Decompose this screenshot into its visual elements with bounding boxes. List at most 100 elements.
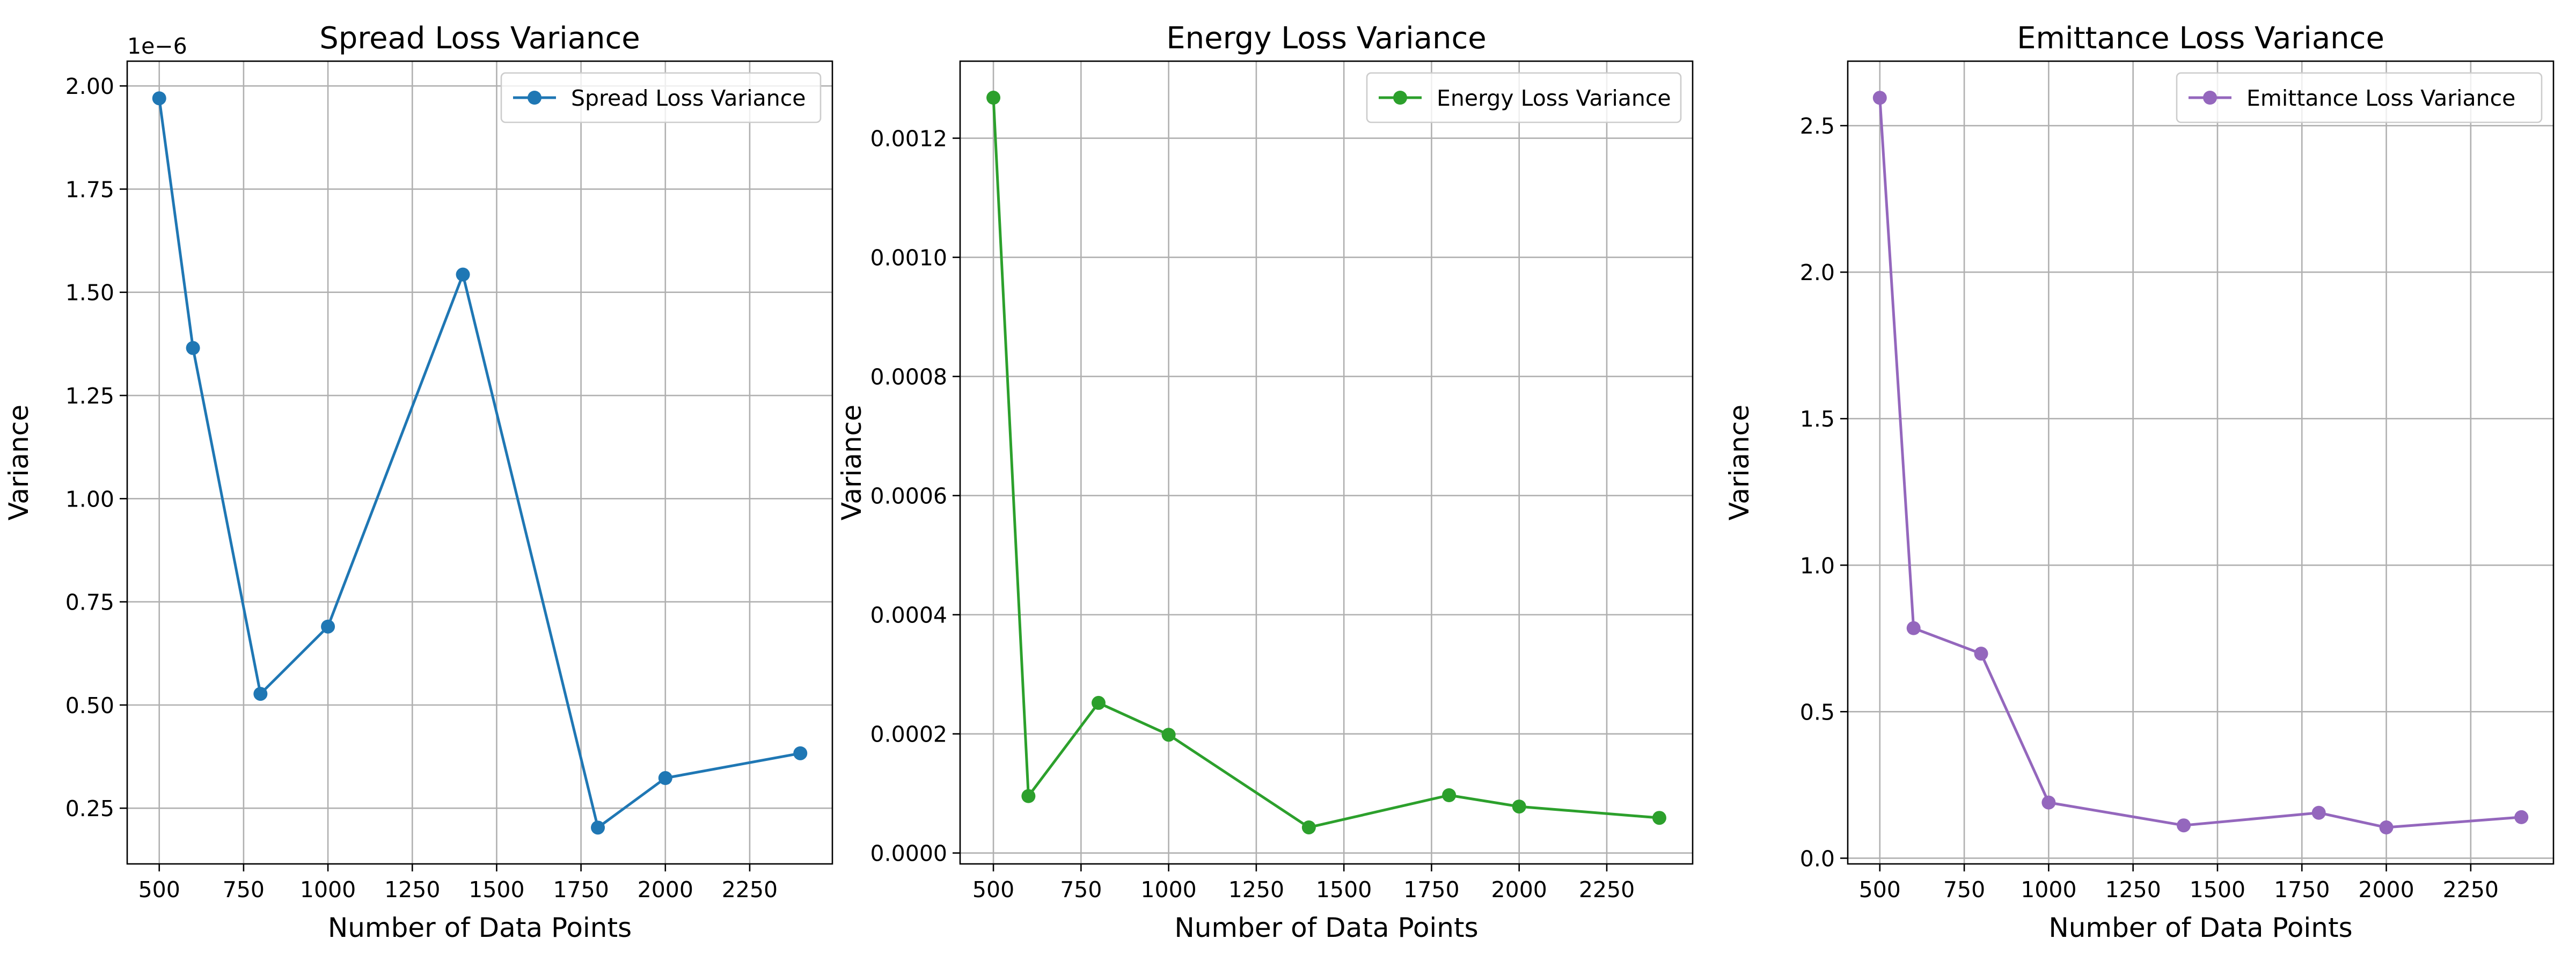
x-tick-label: 750 bbox=[1943, 877, 1985, 903]
legend: Emittance Loss Variance bbox=[2176, 72, 2543, 123]
x-tick-label: 1250 bbox=[2105, 877, 2161, 903]
data-point bbox=[152, 91, 166, 106]
y-tick-label: 0.50 bbox=[65, 693, 114, 718]
x-tick-label: 750 bbox=[1060, 877, 1102, 903]
legend: Energy Loss Variance bbox=[1366, 72, 1682, 123]
axes-frame bbox=[1847, 60, 2555, 865]
x-tick-label: 2000 bbox=[638, 877, 693, 903]
y-tick-label: 2.5 bbox=[1800, 113, 1835, 139]
y-tick-label: 2.0 bbox=[1800, 260, 1835, 285]
x-tick-label: 2250 bbox=[722, 877, 778, 903]
chart-panel-2: 500 750 1000 1250 1500 1750 2000 2250 0.0000 0.00… bbox=[836, 21, 1694, 943]
y-tick-label: 1.75 bbox=[65, 177, 114, 202]
y-tick-label: 0.0012 bbox=[870, 126, 947, 152]
x-tick-label: 1750 bbox=[2274, 877, 2330, 903]
x-tick-label: 1500 bbox=[469, 877, 524, 903]
series-line bbox=[992, 96, 1661, 829]
y-tick-label: 0.0006 bbox=[870, 483, 947, 509]
data-point bbox=[591, 820, 605, 835]
chart-title: Energy Loss Variance bbox=[1166, 21, 1486, 56]
x-tick-label: 1000 bbox=[2021, 877, 2076, 903]
data-point bbox=[1872, 91, 1887, 105]
legend-label: Energy Loss Variance bbox=[1437, 85, 1671, 111]
data-point bbox=[986, 91, 1001, 105]
y-tick-label: 1.50 bbox=[65, 280, 114, 306]
x-tick-label: 1750 bbox=[553, 877, 609, 903]
x-tick-label: 500 bbox=[972, 877, 1014, 903]
x-tick-label: 750 bbox=[223, 877, 265, 903]
data-point bbox=[2311, 805, 2326, 820]
data-point bbox=[2041, 795, 2056, 810]
legend-label: Spread Loss Variance bbox=[571, 85, 806, 111]
y-tick-label: 0.0000 bbox=[870, 841, 947, 867]
data-point bbox=[321, 619, 335, 634]
x-axis-label: Number of Data Points bbox=[2048, 912, 2352, 943]
y-tick-label: 1.00 bbox=[65, 486, 114, 512]
y-tick-label: 2.00 bbox=[65, 74, 114, 99]
data-point bbox=[1906, 621, 1921, 635]
data-point bbox=[186, 341, 200, 355]
x-tick-label: 1000 bbox=[300, 877, 356, 903]
y-tick-label: 0.0008 bbox=[870, 364, 947, 390]
data-point bbox=[2379, 820, 2394, 835]
data-point bbox=[1512, 800, 1526, 814]
legend-label: Emittance Loss Variance bbox=[2246, 85, 2515, 111]
x-axis-label: Number of Data Points bbox=[1174, 912, 1478, 943]
x-tick-label: 1250 bbox=[384, 877, 440, 903]
y-axis-label: Variance bbox=[1724, 405, 1755, 520]
legend-marker-swatch bbox=[2203, 91, 2217, 105]
series-line bbox=[157, 97, 802, 829]
data-point bbox=[1021, 789, 1036, 803]
chart-panel-3: 500 750 1000 1250 1500 1750 2000 2250 0.0 0.5 1.0 1… bbox=[1724, 21, 2555, 943]
y-axis-label: Variance bbox=[836, 405, 867, 520]
chart-title: Spread Loss Variance bbox=[319, 21, 640, 56]
data-point bbox=[1301, 820, 1316, 834]
legend-marker-swatch bbox=[1393, 91, 1407, 105]
y-tick-label: 0.0002 bbox=[870, 722, 947, 747]
data-point bbox=[456, 267, 470, 282]
data-point bbox=[253, 687, 268, 701]
y-offset-label: 1e−6 bbox=[127, 33, 187, 59]
data-point bbox=[2514, 810, 2529, 824]
y-axis-label: Variance bbox=[3, 405, 34, 520]
data-point bbox=[1442, 788, 1457, 803]
series-line bbox=[1878, 96, 2523, 829]
legend-box bbox=[1366, 72, 1682, 123]
x-tick-label: 500 bbox=[1859, 877, 1901, 903]
x-tick-label: 2000 bbox=[2358, 877, 2414, 903]
x-tick-label: 1000 bbox=[1140, 877, 1196, 903]
y-tick-label: 0.0 bbox=[1800, 846, 1835, 871]
chart-panel-1: 500 750 1000 1250 1500 1750 2000 2250 0.25 0.50 0.… bbox=[3, 21, 833, 943]
x-tick-label: 2000 bbox=[1491, 877, 1547, 903]
y-tick-label: 0.5 bbox=[1800, 699, 1835, 725]
data-point bbox=[793, 746, 808, 760]
y-tick-label: 1.5 bbox=[1800, 406, 1835, 432]
x-tick-label: 2250 bbox=[2443, 877, 2499, 903]
y-tick-label: 1.25 bbox=[65, 383, 114, 409]
x-tick-label: 1250 bbox=[1228, 877, 1284, 903]
y-tick-label: 0.25 bbox=[65, 796, 114, 822]
legend-box bbox=[500, 72, 822, 123]
axes-frame bbox=[126, 60, 833, 865]
legend-box bbox=[2176, 72, 2543, 123]
axes-frame bbox=[959, 60, 1694, 865]
data-point bbox=[1091, 695, 1106, 710]
x-tick-label: 500 bbox=[138, 877, 180, 903]
data-point bbox=[1974, 647, 1988, 661]
data-point bbox=[1161, 728, 1176, 742]
data-point bbox=[658, 771, 672, 786]
legend: Spread Loss Variance bbox=[500, 72, 822, 123]
data-point bbox=[1652, 811, 1666, 825]
x-tick-label: 1750 bbox=[1403, 877, 1459, 903]
x-tick-label: 1500 bbox=[2190, 877, 2245, 903]
x-tick-label: 1500 bbox=[1316, 877, 1372, 903]
y-tick-label: 0.0010 bbox=[870, 245, 947, 271]
x-tick-label: 2250 bbox=[1579, 877, 1635, 903]
data-point bbox=[2177, 818, 2191, 833]
y-tick-label: 1.0 bbox=[1800, 553, 1835, 578]
x-axis-label: Number of Data Points bbox=[328, 912, 632, 943]
chart-title: Emittance Loss Variance bbox=[2017, 21, 2384, 56]
